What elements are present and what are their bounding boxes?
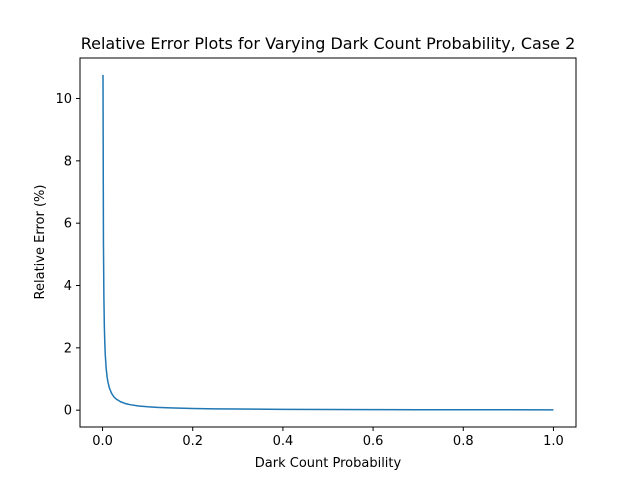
series-line-0 xyxy=(102,74,554,411)
axes-frame xyxy=(79,57,577,428)
chart-title: Relative Error Plots for Varying Dark Co… xyxy=(81,34,576,53)
y-tick-label: 10 xyxy=(55,92,72,107)
x-tick-label: 0.8 xyxy=(453,434,474,449)
y-tick-label: 8 xyxy=(64,154,72,169)
x-tick-label: 1.0 xyxy=(543,434,564,449)
y-tick-label: 2 xyxy=(64,341,72,356)
y-tick-label: 0 xyxy=(64,404,72,419)
series-layer xyxy=(102,74,554,411)
y-axis-ticks: 0 2 4 6 8 10 xyxy=(55,92,80,419)
plot-background xyxy=(80,58,576,427)
x-axis-label: Dark Count Probability xyxy=(255,456,402,471)
x-tick-label: 0.2 xyxy=(182,434,203,449)
x-tick-label: 0.0 xyxy=(92,434,113,449)
x-tick-label: 0.4 xyxy=(273,434,294,449)
x-tick-label: 0.6 xyxy=(363,434,384,449)
y-axis-label: Relative Error (%) xyxy=(33,185,48,300)
y-tick-label: 4 xyxy=(64,279,72,294)
plot-area xyxy=(79,57,577,428)
y-tick-label: 6 xyxy=(64,217,72,232)
x-axis-ticks: 0.0 0.2 0.4 0.6 0.8 1.0 xyxy=(92,427,564,449)
